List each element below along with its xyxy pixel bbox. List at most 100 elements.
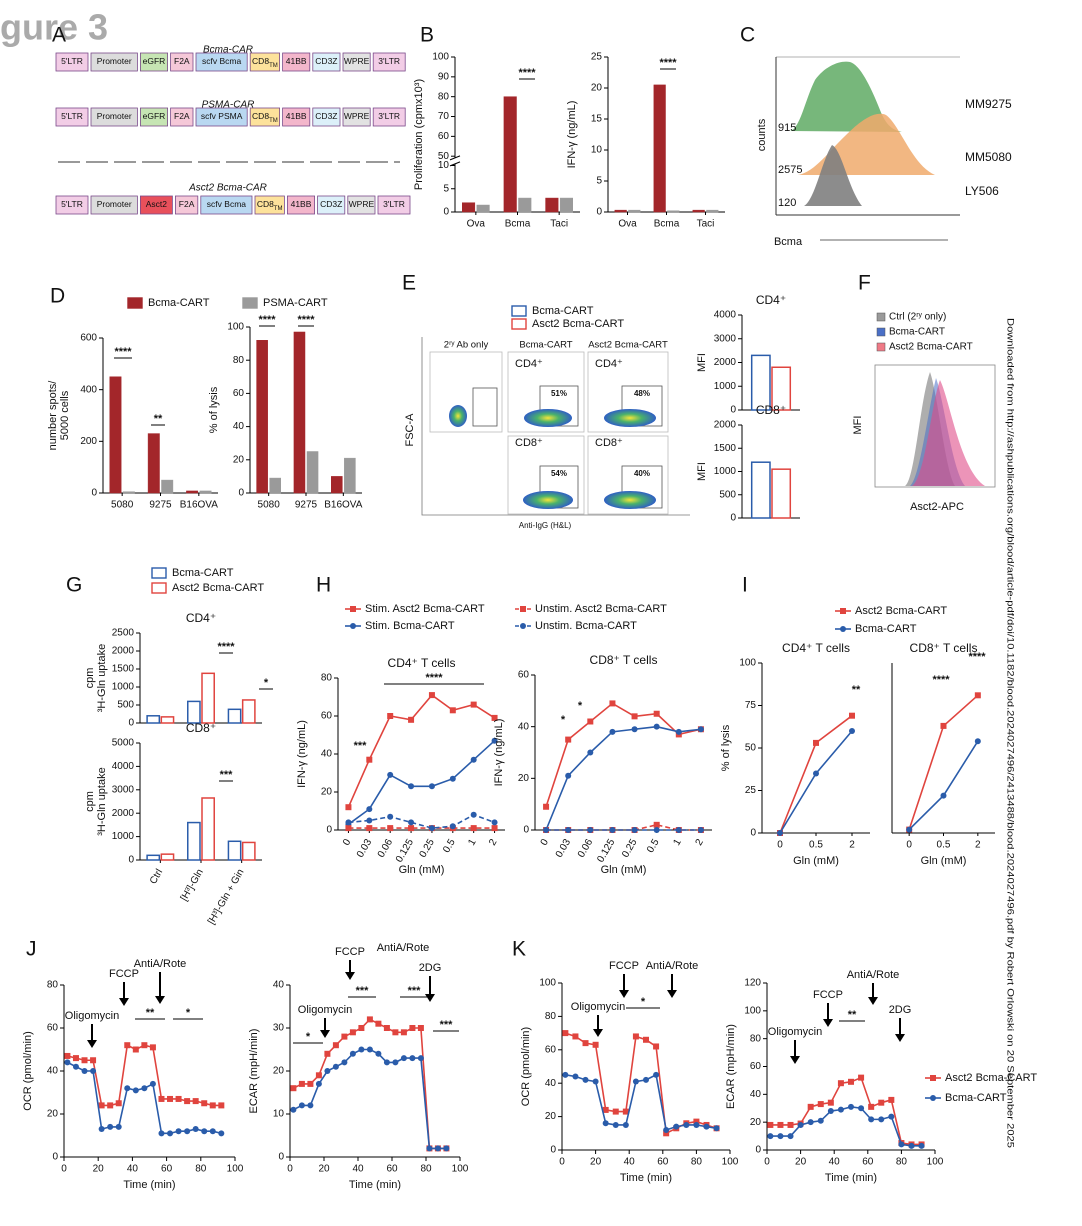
- x-tick-label: [H³]-Gln + Gin: [206, 867, 247, 926]
- marker: [562, 1030, 569, 1037]
- marker: [520, 606, 526, 612]
- x-tick-label: 60: [862, 1157, 874, 1168]
- legend-swatch: [876, 327, 886, 337]
- marker: [609, 700, 616, 707]
- part-label: CD8TM: [252, 111, 278, 123]
- x-tick-label: B16OVA: [180, 500, 218, 511]
- gate: [621, 465, 663, 509]
- arrow-head: [895, 1034, 905, 1042]
- marker: [697, 827, 704, 833]
- x-tick-label: 0: [777, 840, 783, 851]
- marker: [387, 825, 394, 832]
- x-tick-label: 0: [539, 837, 552, 848]
- construct-part: [282, 107, 311, 127]
- marker: [868, 1103, 875, 1110]
- bar: [109, 376, 122, 494]
- x-tick-label: 0.25: [620, 837, 639, 860]
- x-tick-label: 9275: [149, 500, 172, 511]
- construct-part: [195, 107, 248, 127]
- marker: [345, 819, 352, 826]
- marker: [653, 827, 660, 833]
- part-label: WPRE: [344, 56, 370, 66]
- marker: [98, 1102, 105, 1109]
- panel-c: [775, 56, 960, 241]
- column-label: Bcma-CART: [519, 340, 572, 351]
- marker: [115, 1100, 122, 1107]
- gate-label: CD8⁺: [595, 437, 623, 449]
- y-axis-label: ³H-Gln uptake: [96, 767, 108, 835]
- series-line: [67, 1061, 222, 1135]
- construct-part: [372, 107, 406, 127]
- y-tick-label: 80: [47, 980, 59, 991]
- construct-part: [249, 107, 280, 127]
- marker: [358, 1025, 365, 1031]
- marker: [940, 722, 947, 729]
- bar: [122, 491, 135, 494]
- bar: [201, 672, 215, 724]
- part-name: 5'LTR: [61, 199, 83, 209]
- bar: [146, 715, 161, 724]
- y-tick-label: 0: [128, 855, 134, 866]
- series-line: [347, 740, 496, 825]
- panel-letter: I: [742, 574, 748, 597]
- marker: [631, 827, 638, 833]
- marker: [520, 623, 526, 629]
- cell-density: [523, 491, 573, 509]
- bar: [614, 209, 627, 213]
- marker: [888, 1113, 895, 1120]
- marker: [375, 1050, 382, 1057]
- frame: [421, 337, 690, 516]
- marker: [491, 819, 498, 826]
- y-axis-label: cpm: [84, 791, 96, 812]
- arrow-head: [790, 1056, 800, 1064]
- plot-box: [507, 351, 585, 433]
- x-tick-label: 1: [466, 837, 479, 848]
- marker: [366, 806, 373, 813]
- part-label: CD3Z: [315, 56, 337, 66]
- marker: [777, 1121, 784, 1128]
- histogram: [790, 61, 902, 132]
- construct-part: [372, 52, 406, 72]
- y-tick-label: 100: [539, 978, 556, 989]
- construct-name: Asct2 Bcma-CAR: [188, 183, 267, 194]
- construct-name: Bcma-CAR: [203, 45, 253, 56]
- construct-part: [195, 52, 248, 72]
- x-tick-label: Taci: [697, 219, 715, 230]
- y-axis-label: IFN-γ (ng/mL): [296, 720, 308, 788]
- part-name: CD8: [257, 199, 274, 209]
- x-tick-label: [H³]-Gln: [179, 867, 206, 903]
- y-tick-label: 0: [730, 513, 736, 524]
- marker: [470, 825, 477, 832]
- bar: [462, 202, 476, 213]
- y-tick-label: 40: [47, 1066, 59, 1077]
- marker: [428, 692, 435, 699]
- part-name: 41BB: [291, 199, 312, 209]
- bar: [269, 477, 281, 494]
- y-tick-label: 60: [438, 131, 450, 142]
- construct-part: [90, 107, 138, 127]
- marker: [612, 1108, 619, 1115]
- y-tick-label: 80: [233, 355, 245, 366]
- y-tick-label: 0: [755, 1145, 761, 1156]
- marker: [449, 707, 456, 714]
- bar: [503, 96, 517, 213]
- y-tick-label: 20: [321, 787, 333, 798]
- x-tick-label: 0.03: [554, 837, 573, 860]
- marker: [470, 701, 477, 708]
- y-tick-label: 40: [233, 421, 245, 432]
- marker: [622, 1121, 629, 1128]
- legend-label: Ctrl (2ʳʸ only): [889, 312, 946, 323]
- marker: [428, 783, 435, 790]
- annotation: FCCP: [813, 989, 843, 1001]
- y-tick-label: 20: [750, 1117, 762, 1128]
- y-tick-label: 120: [744, 978, 761, 989]
- x-tick-label: 2: [694, 837, 707, 848]
- y-axis-label: % of lysis: [720, 724, 732, 771]
- x-tick-label: 100: [927, 1157, 944, 1168]
- x-tick-label: B16OVA: [324, 500, 362, 511]
- construct-part: [139, 107, 168, 127]
- x-tick-label: 0.25: [418, 837, 437, 860]
- x-tick-label: 0.5: [441, 837, 458, 855]
- part-name: Promoter: [97, 111, 132, 121]
